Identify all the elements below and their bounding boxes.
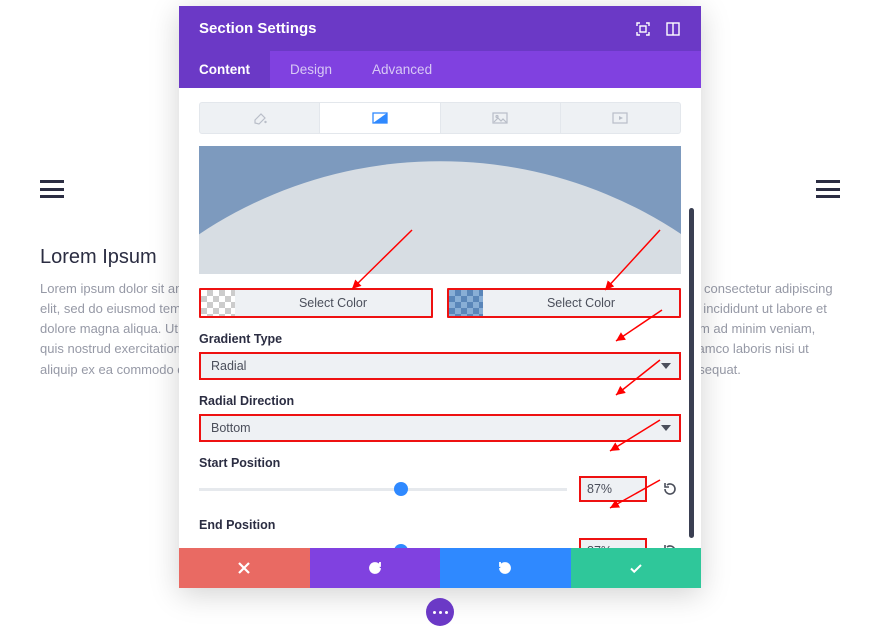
module-dots-button[interactable]	[426, 598, 454, 626]
redo-button[interactable]	[440, 548, 571, 588]
chevron-down-icon	[661, 425, 671, 431]
modal-body: Select Color Select Color Gradient Type …	[179, 88, 701, 548]
paint-bucket-icon[interactable]	[200, 103, 320, 133]
slider-thumb[interactable]	[394, 544, 408, 548]
color-swatch-1	[201, 290, 235, 316]
tab-advanced[interactable]: Advanced	[352, 51, 452, 88]
color-picker-row: Select Color Select Color	[199, 288, 681, 318]
color-picker-2-label: Select Color	[483, 290, 679, 316]
video-icon[interactable]	[561, 103, 680, 133]
header-icons	[635, 21, 681, 37]
undo-button[interactable]	[310, 548, 441, 588]
end-position-row: 87%	[199, 538, 681, 548]
slider-thumb[interactable]	[394, 482, 408, 496]
modal-tabs: Content Design Advanced	[179, 51, 701, 88]
start-position-slider[interactable]	[199, 488, 567, 491]
radial-direction-label: Radial Direction	[199, 394, 681, 408]
gradient-preview	[199, 146, 681, 274]
radial-direction-value: Bottom	[211, 421, 251, 435]
gradient-type-select[interactable]: Radial	[199, 352, 681, 380]
color-picker-2[interactable]: Select Color	[447, 288, 681, 318]
snap-icon[interactable]	[665, 21, 681, 37]
expand-icon[interactable]	[635, 21, 651, 37]
gradient-type-label: Gradient Type	[199, 332, 681, 346]
color-swatch-2	[449, 290, 483, 316]
gradient-type-value: Radial	[211, 359, 246, 373]
chevron-down-icon	[661, 363, 671, 369]
tab-content[interactable]: Content	[179, 51, 270, 88]
modal-header: Section Settings	[179, 6, 701, 51]
color-picker-1[interactable]: Select Color	[199, 288, 433, 318]
color-picker-1-label: Select Color	[235, 290, 431, 316]
start-position-row: 87%	[199, 476, 681, 502]
cancel-button[interactable]	[179, 548, 310, 588]
reset-icon[interactable]	[659, 478, 681, 500]
hamburger-icon[interactable]	[816, 180, 840, 198]
reset-icon[interactable]	[659, 540, 681, 548]
background-type-strip	[199, 102, 681, 134]
tab-design[interactable]: Design	[270, 51, 352, 88]
modal-title: Section Settings	[199, 20, 317, 37]
end-position-label: End Position	[199, 518, 681, 532]
hamburger-icon[interactable]	[40, 180, 64, 198]
start-position-value[interactable]: 87%	[579, 476, 647, 502]
gradient-preview-circle	[199, 161, 681, 274]
radial-direction-select[interactable]: Bottom	[199, 414, 681, 442]
start-position-label: Start Position	[199, 456, 681, 470]
image-icon[interactable]	[441, 103, 561, 133]
scrollbar[interactable]	[689, 208, 694, 538]
save-button[interactable]	[571, 548, 702, 588]
gradient-icon[interactable]	[320, 103, 440, 133]
section-settings-modal: Section Settings Content Design Advanced	[179, 6, 701, 588]
end-position-value[interactable]: 87%	[579, 538, 647, 548]
modal-footer	[179, 548, 701, 588]
